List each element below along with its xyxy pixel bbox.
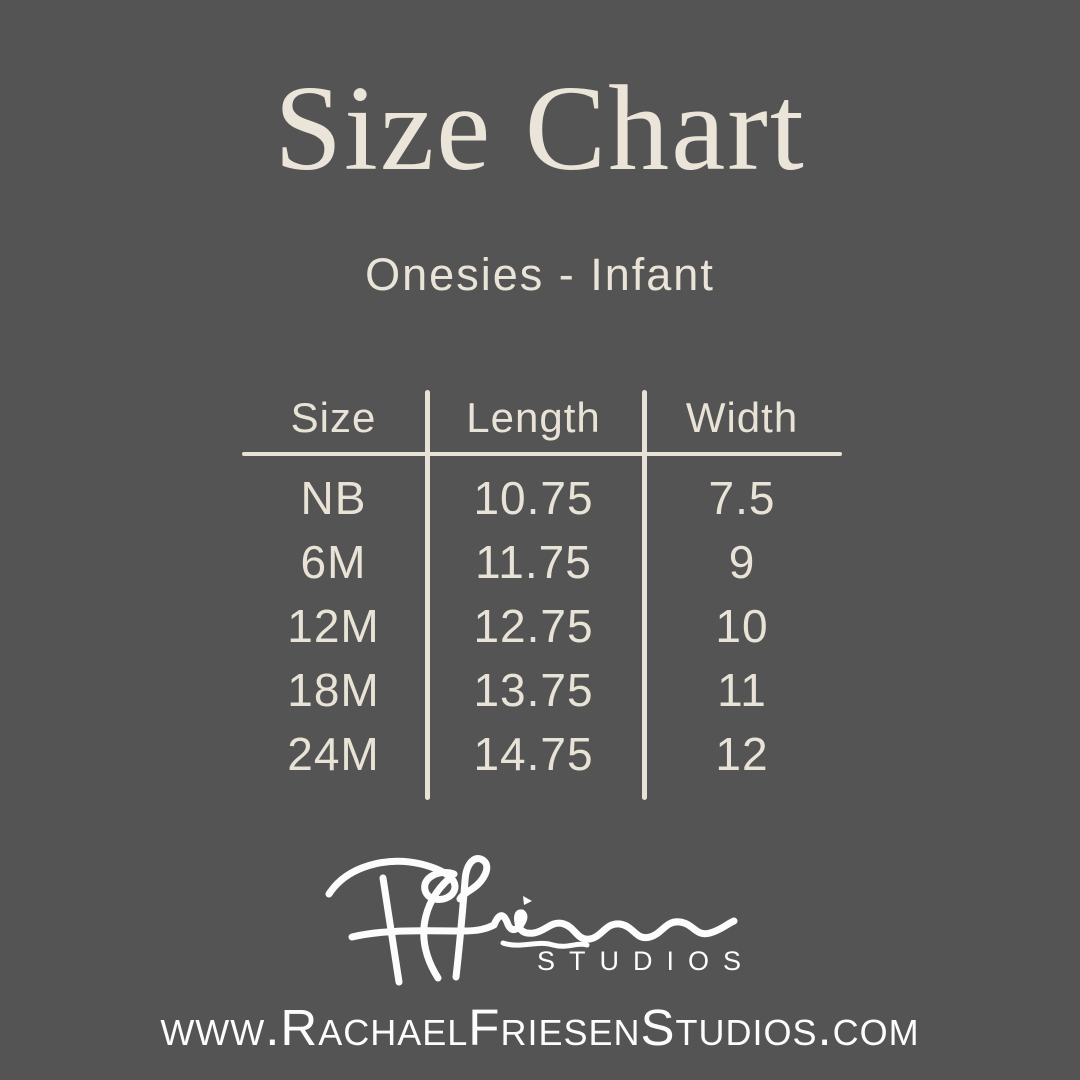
product-subtitle: Onesies - Infant xyxy=(365,249,715,300)
cell-width: 11 xyxy=(717,664,767,716)
column-divider-right xyxy=(642,390,647,800)
header-underline xyxy=(242,452,842,456)
cell-size: NB xyxy=(300,472,367,524)
cell-size: 12M xyxy=(287,600,380,652)
size-chart-table: Size Length Width NB 10.75 7.5 6M 11.75 … xyxy=(242,388,842,802)
cell-length: 13.75 xyxy=(473,664,594,716)
column-header-length: Length xyxy=(466,394,601,441)
cell-width: 12 xyxy=(715,728,769,780)
page-title: Size Chart xyxy=(274,61,806,196)
website-url: www.RachaelFriesenStudios.com xyxy=(160,999,920,1056)
cell-size: 18M xyxy=(287,664,380,716)
cell-length: 14.75 xyxy=(473,728,594,780)
table-body: NB 10.75 7.5 6M 11.75 9 12M 12.75 10 18M… xyxy=(242,466,842,786)
studios-wordmark: STUDIOS xyxy=(537,946,756,976)
cell-width: 9 xyxy=(728,536,756,588)
cell-width: 7.5 xyxy=(708,472,776,524)
cell-size: 24M xyxy=(287,728,380,780)
table-header-row: Size Length Width xyxy=(242,388,842,448)
cell-width: 10 xyxy=(715,600,769,652)
column-divider-left xyxy=(425,390,430,800)
column-header-size: Size xyxy=(290,394,377,441)
rf-handwritten-signature-icon xyxy=(325,855,738,986)
cell-length: 12.75 xyxy=(473,600,594,652)
column-header-width: Width xyxy=(685,394,799,441)
studio-logo: STUDIOS xyxy=(325,850,770,1005)
cell-length: 11.75 xyxy=(475,536,592,588)
cell-size: 6M xyxy=(300,536,367,588)
cell-length: 10.75 xyxy=(473,472,594,524)
